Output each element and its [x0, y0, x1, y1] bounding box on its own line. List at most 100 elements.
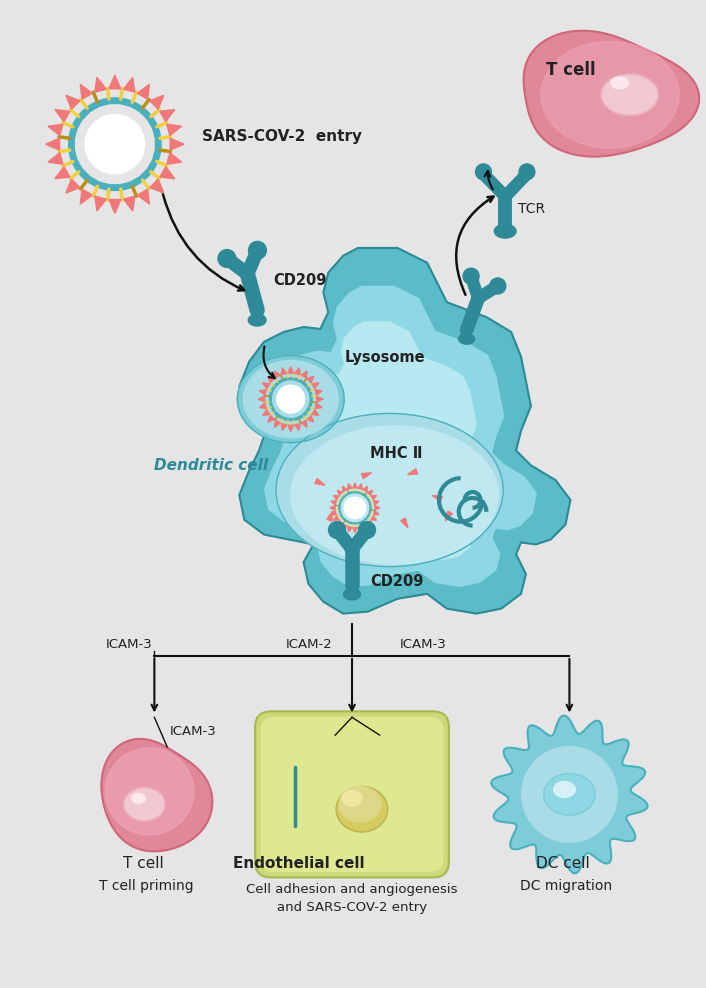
Ellipse shape: [249, 314, 266, 326]
Ellipse shape: [105, 748, 194, 835]
Polygon shape: [55, 110, 70, 122]
Polygon shape: [373, 511, 379, 515]
Circle shape: [218, 250, 236, 268]
Circle shape: [328, 522, 345, 538]
Polygon shape: [491, 715, 647, 873]
FancyBboxPatch shape: [261, 717, 443, 871]
Circle shape: [476, 164, 491, 180]
Polygon shape: [138, 84, 150, 99]
Polygon shape: [167, 153, 181, 164]
Circle shape: [359, 522, 376, 538]
Text: Cell adhesion and angiogenesis: Cell adhesion and angiogenesis: [246, 883, 457, 896]
Ellipse shape: [459, 334, 474, 344]
Polygon shape: [368, 521, 373, 526]
Ellipse shape: [131, 793, 145, 803]
Polygon shape: [522, 747, 617, 842]
Ellipse shape: [342, 790, 362, 806]
Polygon shape: [170, 138, 184, 150]
Polygon shape: [138, 189, 150, 205]
Polygon shape: [363, 524, 367, 530]
Polygon shape: [124, 77, 135, 92]
Polygon shape: [109, 200, 121, 213]
Ellipse shape: [244, 361, 338, 438]
Polygon shape: [333, 495, 339, 500]
Polygon shape: [259, 389, 266, 395]
Ellipse shape: [344, 589, 361, 600]
Polygon shape: [353, 528, 357, 533]
Polygon shape: [259, 403, 266, 409]
Ellipse shape: [336, 786, 388, 832]
Polygon shape: [371, 495, 376, 500]
Polygon shape: [102, 739, 213, 852]
Polygon shape: [331, 511, 336, 515]
Polygon shape: [337, 521, 342, 526]
Polygon shape: [342, 524, 347, 530]
Text: ICAM-3: ICAM-3: [106, 638, 152, 651]
Polygon shape: [315, 478, 325, 485]
Polygon shape: [167, 124, 181, 135]
Text: MHC Ⅱ: MHC Ⅱ: [370, 447, 422, 461]
Polygon shape: [258, 396, 265, 402]
Polygon shape: [432, 496, 443, 501]
Polygon shape: [295, 424, 300, 431]
Polygon shape: [80, 84, 92, 99]
Polygon shape: [239, 248, 570, 614]
Polygon shape: [331, 501, 336, 505]
Polygon shape: [295, 368, 300, 374]
Text: T cell: T cell: [123, 856, 164, 870]
Polygon shape: [263, 383, 270, 388]
Polygon shape: [401, 518, 408, 528]
Polygon shape: [95, 196, 106, 211]
Polygon shape: [268, 416, 275, 422]
Circle shape: [519, 164, 535, 180]
Polygon shape: [48, 124, 63, 135]
Polygon shape: [160, 167, 175, 179]
FancyBboxPatch shape: [255, 711, 449, 877]
Polygon shape: [315, 403, 322, 409]
Polygon shape: [373, 501, 379, 505]
Circle shape: [249, 241, 266, 259]
Ellipse shape: [237, 356, 344, 443]
Polygon shape: [315, 389, 322, 395]
Text: SARS-COV-2  entry: SARS-COV-2 entry: [202, 128, 361, 144]
Polygon shape: [342, 486, 347, 492]
Polygon shape: [281, 424, 287, 431]
Polygon shape: [95, 77, 106, 92]
Polygon shape: [275, 370, 280, 378]
Text: T cell priming: T cell priming: [99, 879, 193, 893]
Text: T cell: T cell: [546, 61, 595, 79]
Text: Lysosome: Lysosome: [345, 350, 426, 365]
Polygon shape: [375, 506, 380, 510]
Circle shape: [490, 278, 505, 294]
Polygon shape: [358, 484, 362, 489]
Polygon shape: [361, 473, 371, 478]
Text: DC cell: DC cell: [536, 856, 590, 870]
Polygon shape: [337, 490, 342, 495]
Polygon shape: [263, 410, 270, 415]
Polygon shape: [124, 196, 135, 211]
Polygon shape: [275, 420, 280, 427]
Polygon shape: [301, 370, 307, 378]
Polygon shape: [288, 367, 294, 373]
Circle shape: [345, 497, 366, 519]
Polygon shape: [160, 110, 175, 122]
Polygon shape: [66, 95, 80, 110]
Ellipse shape: [541, 41, 679, 148]
Ellipse shape: [601, 74, 659, 116]
Polygon shape: [268, 376, 275, 382]
Polygon shape: [407, 469, 418, 474]
Circle shape: [277, 385, 305, 413]
Polygon shape: [445, 511, 453, 521]
Polygon shape: [307, 376, 313, 382]
Polygon shape: [288, 425, 294, 432]
Polygon shape: [333, 516, 339, 521]
Polygon shape: [358, 527, 362, 532]
Text: Endothelial cell: Endothelial cell: [233, 856, 364, 870]
Ellipse shape: [554, 782, 575, 797]
Polygon shape: [348, 527, 352, 532]
Polygon shape: [301, 420, 307, 427]
Text: CD209: CD209: [273, 273, 326, 288]
Polygon shape: [55, 167, 70, 179]
Ellipse shape: [276, 413, 503, 567]
Polygon shape: [150, 95, 164, 110]
